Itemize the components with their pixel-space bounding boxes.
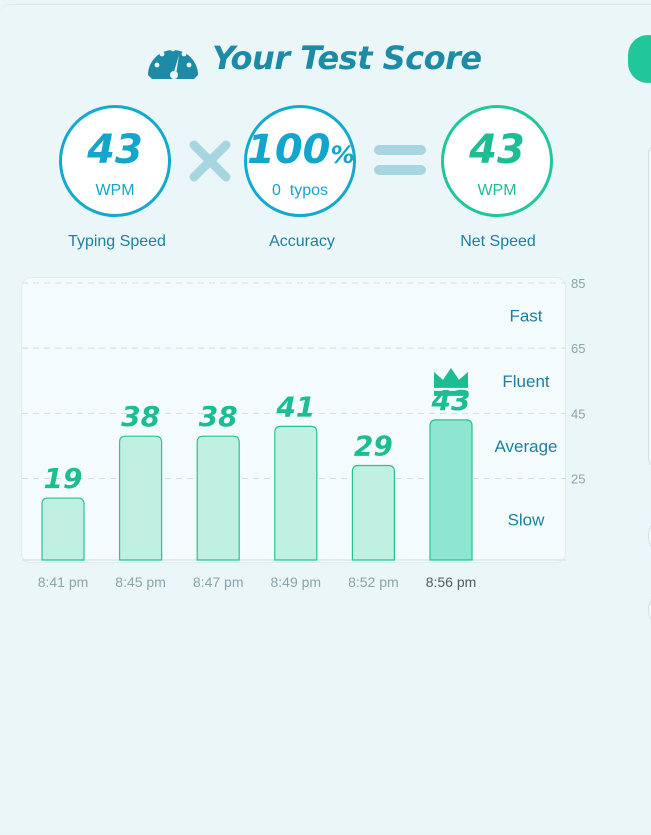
title-row: Your Test Score	[144, 33, 482, 83]
net-speed-value: 43	[469, 127, 525, 173]
accuracy-circle: 100% 0 typos	[244, 105, 356, 217]
speed-band-label: Fluent	[502, 372, 550, 391]
crown-icon	[434, 367, 468, 396]
bar	[196, 435, 240, 561]
side-toggle-button[interactable]	[628, 35, 651, 83]
bar-value-label: 38	[121, 400, 160, 433]
net-speed-circle: 43 WPM	[441, 105, 553, 217]
accuracy-value: 100	[247, 127, 331, 173]
x-tick-label: 8:45 pm	[115, 574, 166, 590]
typing-speed-caption: Typing Speed	[68, 233, 166, 250]
equals-icon	[374, 145, 426, 175]
x-tick-label: 8:47 pm	[193, 574, 244, 590]
bar-value-label: 41	[275, 390, 315, 423]
speedometer-icon	[148, 46, 198, 79]
accuracy-percent-sign: %	[330, 141, 355, 169]
bar	[274, 425, 318, 561]
score-panel: Your Test Score 43 WPM Typing Speed 100%…	[0, 4, 651, 831]
bar	[41, 497, 85, 561]
accuracy-typos: 0 typos	[271, 182, 329, 199]
page-title: Your Test Score	[212, 39, 482, 77]
bar-value-label: 29	[354, 429, 393, 462]
speed-band-label: Slow	[508, 510, 546, 529]
y-tick-label: 65	[571, 341, 585, 356]
speed-band-label: Average	[494, 437, 557, 456]
x-tick-label: 8:52 pm	[348, 574, 399, 590]
net-speed-caption: Net Speed	[460, 233, 536, 250]
typing-speed-unit: WPM	[95, 182, 135, 199]
bar	[351, 464, 395, 561]
typing-speed-value: 43	[87, 127, 143, 173]
y-tick-label: 25	[571, 472, 585, 487]
net-speed-unit: WPM	[477, 182, 517, 199]
bar-value-label: 19	[44, 462, 83, 495]
accuracy-caption: Accuracy	[269, 233, 335, 250]
bar-value-label: 43	[431, 384, 471, 417]
accuracy-value-wrap: 100%	[247, 127, 355, 177]
x-tick-label: 8:41 pm	[38, 574, 89, 590]
y-tick-label: 85	[571, 276, 585, 291]
typing-speed-circle: 43 WPM	[59, 105, 171, 217]
speed-history-chart: 25 45 65 85 Fast Fluent Average Slow 19 8:41 pm 38…	[22, 276, 585, 590]
x-tick-label: 8:49 pm	[271, 574, 322, 590]
bar-value-label: 38	[199, 400, 238, 433]
y-tick-label: 45	[571, 406, 585, 421]
bar	[429, 419, 473, 561]
x-tick-label: 8:56 pm	[426, 574, 477, 590]
multiply-icon	[189, 140, 231, 182]
bar	[119, 435, 163, 561]
speed-band-label: Fast	[509, 307, 542, 326]
